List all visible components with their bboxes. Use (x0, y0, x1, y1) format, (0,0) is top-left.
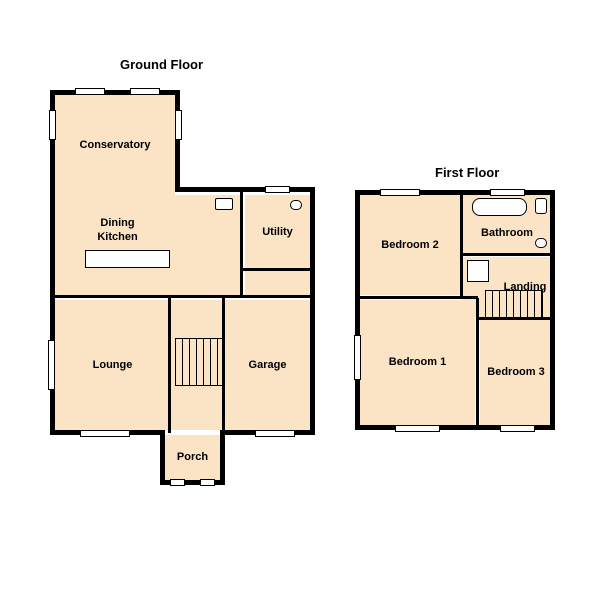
room-bedroom1: Bedroom 1 (360, 300, 475, 425)
sink2-icon (290, 200, 302, 210)
wall (240, 268, 312, 271)
window (354, 335, 361, 380)
label-dining-kitchen: Dining Kitchen (97, 216, 137, 245)
room-bedroom3: Bedroom 3 (480, 320, 552, 425)
room-lounge: Lounge (55, 300, 170, 430)
wall (240, 190, 243, 295)
wall (220, 430, 225, 480)
label-bedroom2: Bedroom 2 (381, 238, 438, 252)
window (75, 88, 105, 95)
label-porch: Porch (177, 450, 208, 464)
kitchen-counter (85, 250, 170, 268)
basin-icon (535, 238, 547, 248)
room-garage: Garage (225, 300, 310, 430)
shower-icon (467, 260, 489, 282)
label-bedroom1: Bedroom 1 (389, 355, 446, 369)
sink-icon (215, 198, 233, 210)
window (80, 430, 130, 437)
wall (175, 187, 315, 192)
wall (175, 90, 180, 190)
window (395, 425, 440, 432)
label-conservatory: Conservatory (80, 138, 151, 152)
stairs-first (485, 290, 543, 318)
ground-floor-title: Ground Floor (120, 57, 203, 72)
label-garage: Garage (249, 358, 287, 372)
label-lounge: Lounge (93, 358, 133, 372)
room-dining-kitchen: Dining Kitchen (55, 195, 240, 295)
wall (462, 253, 552, 256)
stairs-ground (175, 338, 223, 386)
label-utility: Utility (262, 225, 293, 239)
window (48, 340, 55, 390)
wall (160, 430, 165, 480)
wall (550, 190, 555, 430)
room-bedroom2: Bedroom 2 (360, 195, 460, 295)
window (200, 479, 215, 486)
window (49, 110, 56, 140)
wall (55, 295, 313, 298)
room-porch: Porch (165, 435, 220, 480)
room-space (245, 270, 310, 298)
room-conservatory: Conservatory (55, 95, 175, 195)
window (255, 430, 295, 437)
wall (310, 187, 315, 435)
wall (460, 193, 463, 298)
window (380, 189, 420, 196)
wall (355, 190, 360, 430)
window (490, 189, 525, 196)
toilet-icon (535, 198, 547, 214)
window (130, 88, 160, 95)
wall (50, 90, 180, 95)
bathtub-icon (472, 198, 527, 216)
window (265, 186, 290, 193)
label-bathroom: Bathroom (481, 226, 533, 240)
first-floor-title: First Floor (435, 165, 499, 180)
wall (358, 296, 478, 299)
window (170, 479, 185, 486)
label-bedroom3: Bedroom 3 (487, 365, 544, 379)
window (500, 425, 535, 432)
window (175, 110, 182, 140)
floor-plan-canvas: Ground Floor Conservatory Dining Kitchen… (0, 0, 600, 600)
wall (168, 298, 171, 433)
